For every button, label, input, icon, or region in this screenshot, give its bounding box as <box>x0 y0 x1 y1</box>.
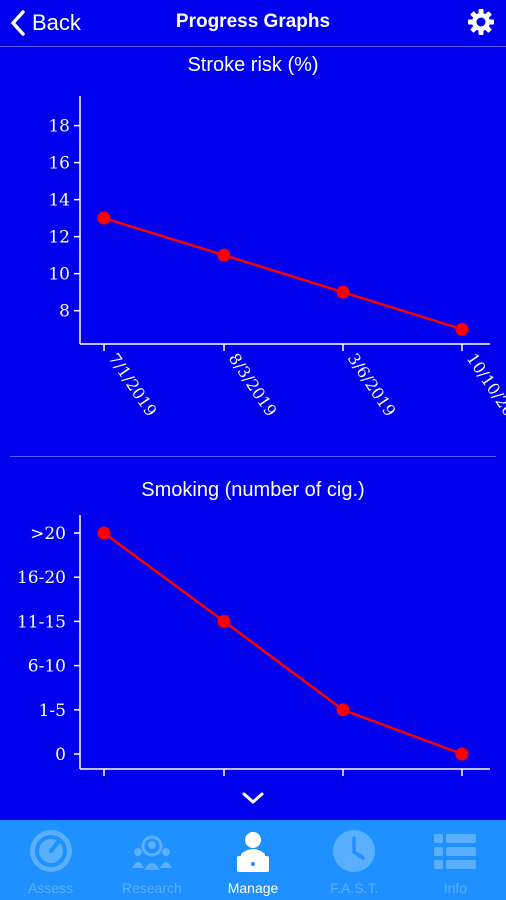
tab-manage[interactable]: Manage <box>202 820 303 900</box>
series-line <box>103 216 463 331</box>
x-tick-label: 10/10/2019 <box>463 350 506 437</box>
x-tick-label: 8/3/2019 <box>225 350 281 420</box>
stroke-risk-chart: 8 10 12 14 16 18 7/1/2019 8/3/2019 3/6/2019 10/10… <box>48 96 506 437</box>
stroke-chart-title: Stroke risk (%) <box>187 54 319 76</box>
chevron-left-icon <box>11 10 25 36</box>
doctor-laptop-icon <box>237 832 269 872</box>
y-tick-label: 14 <box>48 191 70 211</box>
series-line <box>103 531 463 756</box>
y-tick-label: 0 <box>55 745 66 765</box>
people-icon <box>131 835 172 870</box>
tab-label: Research <box>121 880 182 896</box>
y-tick-label: 18 <box>48 117 70 137</box>
y-tick-label: 1-5 <box>39 701 66 721</box>
x-tick-label: 7/1/2019 <box>105 350 161 420</box>
data-point <box>336 285 350 299</box>
data-point <box>336 703 350 717</box>
y-tick-label: 6-10 <box>28 657 66 677</box>
chart-divider <box>10 456 496 457</box>
clock-icon <box>333 830 376 872</box>
gauge-icon <box>29 830 72 872</box>
chevron-down-icon[interactable] <box>241 790 265 806</box>
page-title: Progress Graphs <box>175 11 331 32</box>
tab-assess[interactable]: Assess <box>0 820 101 900</box>
tab-research[interactable]: Research <box>101 820 202 900</box>
back-label: Back <box>32 10 81 35</box>
back-button[interactable]: Back <box>10 8 81 38</box>
tab-fast[interactable]: F.A.S.T. <box>304 820 405 900</box>
smoking-chart-title: Smoking (number of cig.) <box>141 479 365 501</box>
tab-label: Assess <box>28 880 74 896</box>
x-tick-label: 3/6/2019 <box>344 350 400 420</box>
y-tick-label: 10 <box>48 265 70 285</box>
y-tick-label: >20 <box>30 524 66 544</box>
y-tick-label: 11-15 <box>17 612 66 632</box>
smoking-chart: 0 1-5 6-10 11-15 16-20 >20 <box>17 515 490 776</box>
y-tick-label: 12 <box>48 228 70 248</box>
data-point <box>97 211 111 225</box>
navigation-bar: Back Progress Graphs <box>0 0 506 47</box>
data-point <box>455 322 469 336</box>
tab-label: F.A.S.T. <box>330 880 379 896</box>
y-tick-label: 8 <box>59 302 70 322</box>
tab-label: Manage <box>227 880 279 896</box>
tab-label: Info <box>443 880 468 896</box>
data-point <box>217 614 231 628</box>
y-tick-label: 16 <box>48 154 70 174</box>
list-icon <box>434 834 477 869</box>
tab-bar: Assess Research Manage F.A.S.T. <box>0 820 506 900</box>
data-point <box>217 248 231 262</box>
y-tick-label: 16-20 <box>17 568 66 588</box>
tab-info[interactable]: Info <box>405 820 506 900</box>
data-point <box>97 526 111 540</box>
data-point <box>455 747 469 761</box>
gear-icon[interactable] <box>466 7 496 37</box>
